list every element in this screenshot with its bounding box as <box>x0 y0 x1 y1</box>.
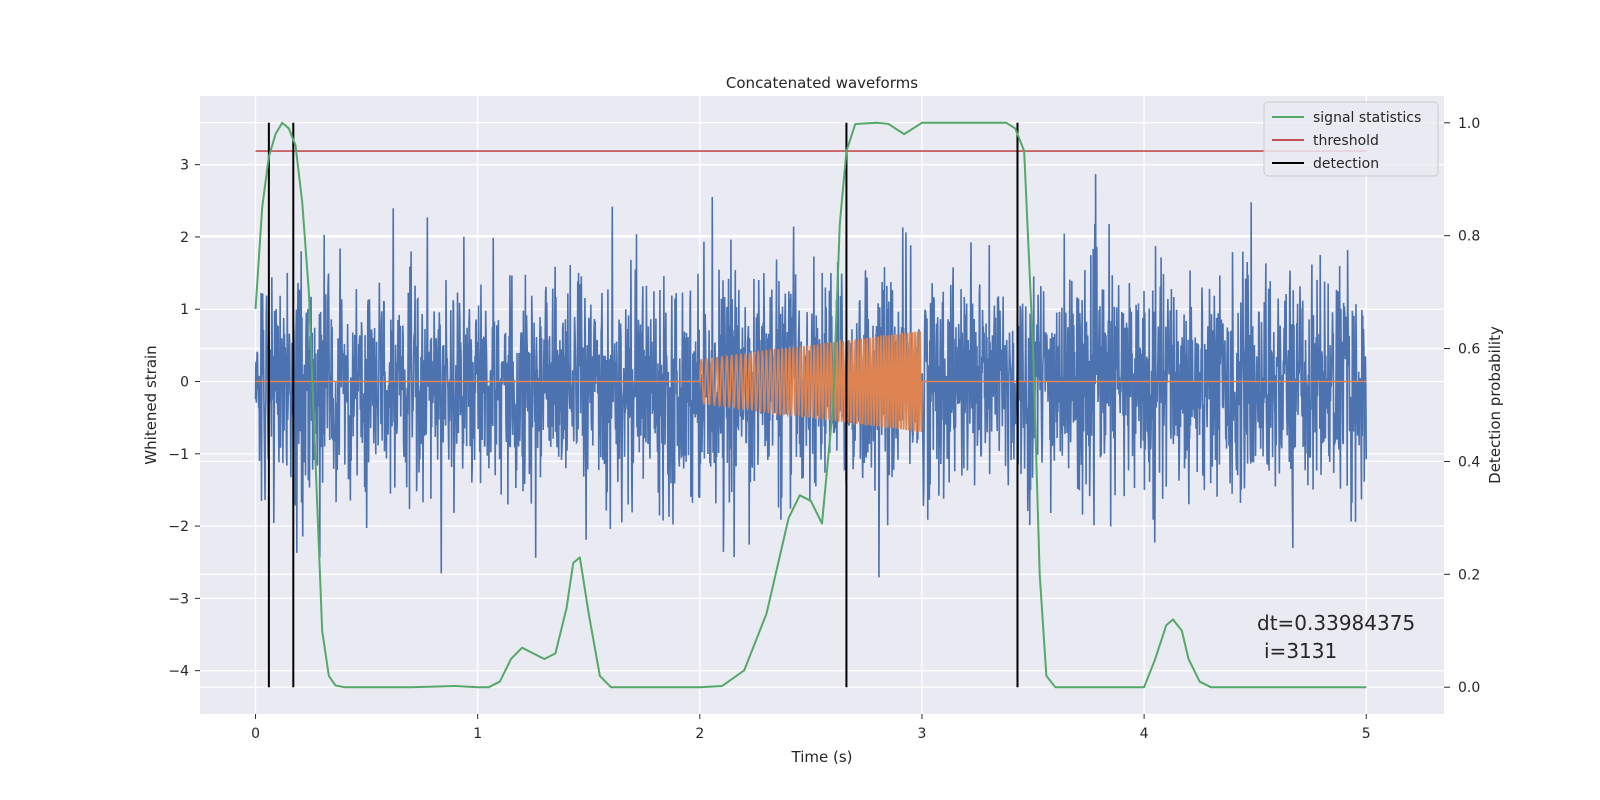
axes: 0 1 2 3 4 5 3 2 1 0 −1 −2 −3 −4 1.0 0.8 0.6 0.4 0.2 0.0 <box>168 116 1480 742</box>
annotation-block: dt=0.33984375 i=3131 <box>1257 611 1415 663</box>
chirp-series-line <box>255 331 1367 434</box>
x-tick-label: 4 <box>1140 726 1149 742</box>
y-tick-label: −3 <box>168 591 189 607</box>
y2-axis-label: Detection probability <box>1486 326 1504 484</box>
legend: signal statistics threshold detection <box>1263 101 1439 177</box>
chart-title: Concatenated waveforms <box>726 74 918 92</box>
y-axis-label: Whitened strain <box>142 345 160 464</box>
y-tick-label: −2 <box>168 519 189 535</box>
legend-label-threshold: threshold <box>1313 133 1379 149</box>
y2-tick-label: 1.0 <box>1458 116 1480 132</box>
y-tick-label: −4 <box>168 664 189 680</box>
y-tick-label: 2 <box>180 230 189 246</box>
legend-label-detection: detection <box>1313 156 1379 172</box>
plot-area <box>254 121 1368 689</box>
x-tick-label: 5 <box>1362 726 1371 742</box>
legend-box <box>1263 101 1439 177</box>
y2-tick-label: 0.4 <box>1458 454 1480 470</box>
x-tick-label: 2 <box>695 726 704 742</box>
x-tick-label: 3 <box>918 726 927 742</box>
signal-statistics-line <box>254 121 1367 689</box>
y-tick-label: 0 <box>180 375 189 391</box>
y2-tick-label: 0.8 <box>1458 229 1480 245</box>
x-axis-label: Time (s) <box>791 748 853 766</box>
y-tick-label: 3 <box>180 158 189 174</box>
y2-tick-label: 0.0 <box>1458 680 1480 696</box>
y-tick-label: 1 <box>180 302 189 318</box>
annotation-i: i=3131 <box>1264 639 1337 663</box>
legend-label-signal: signal statistics <box>1313 110 1421 126</box>
y-tick-label: −1 <box>168 447 189 463</box>
annotation-dt: dt=0.33984375 <box>1257 611 1415 635</box>
y2-tick-label: 0.6 <box>1458 342 1480 358</box>
x-tick-label: 0 <box>251 726 260 742</box>
y2-tick-label: 0.2 <box>1458 567 1480 583</box>
x-tick-label: 1 <box>473 726 482 742</box>
